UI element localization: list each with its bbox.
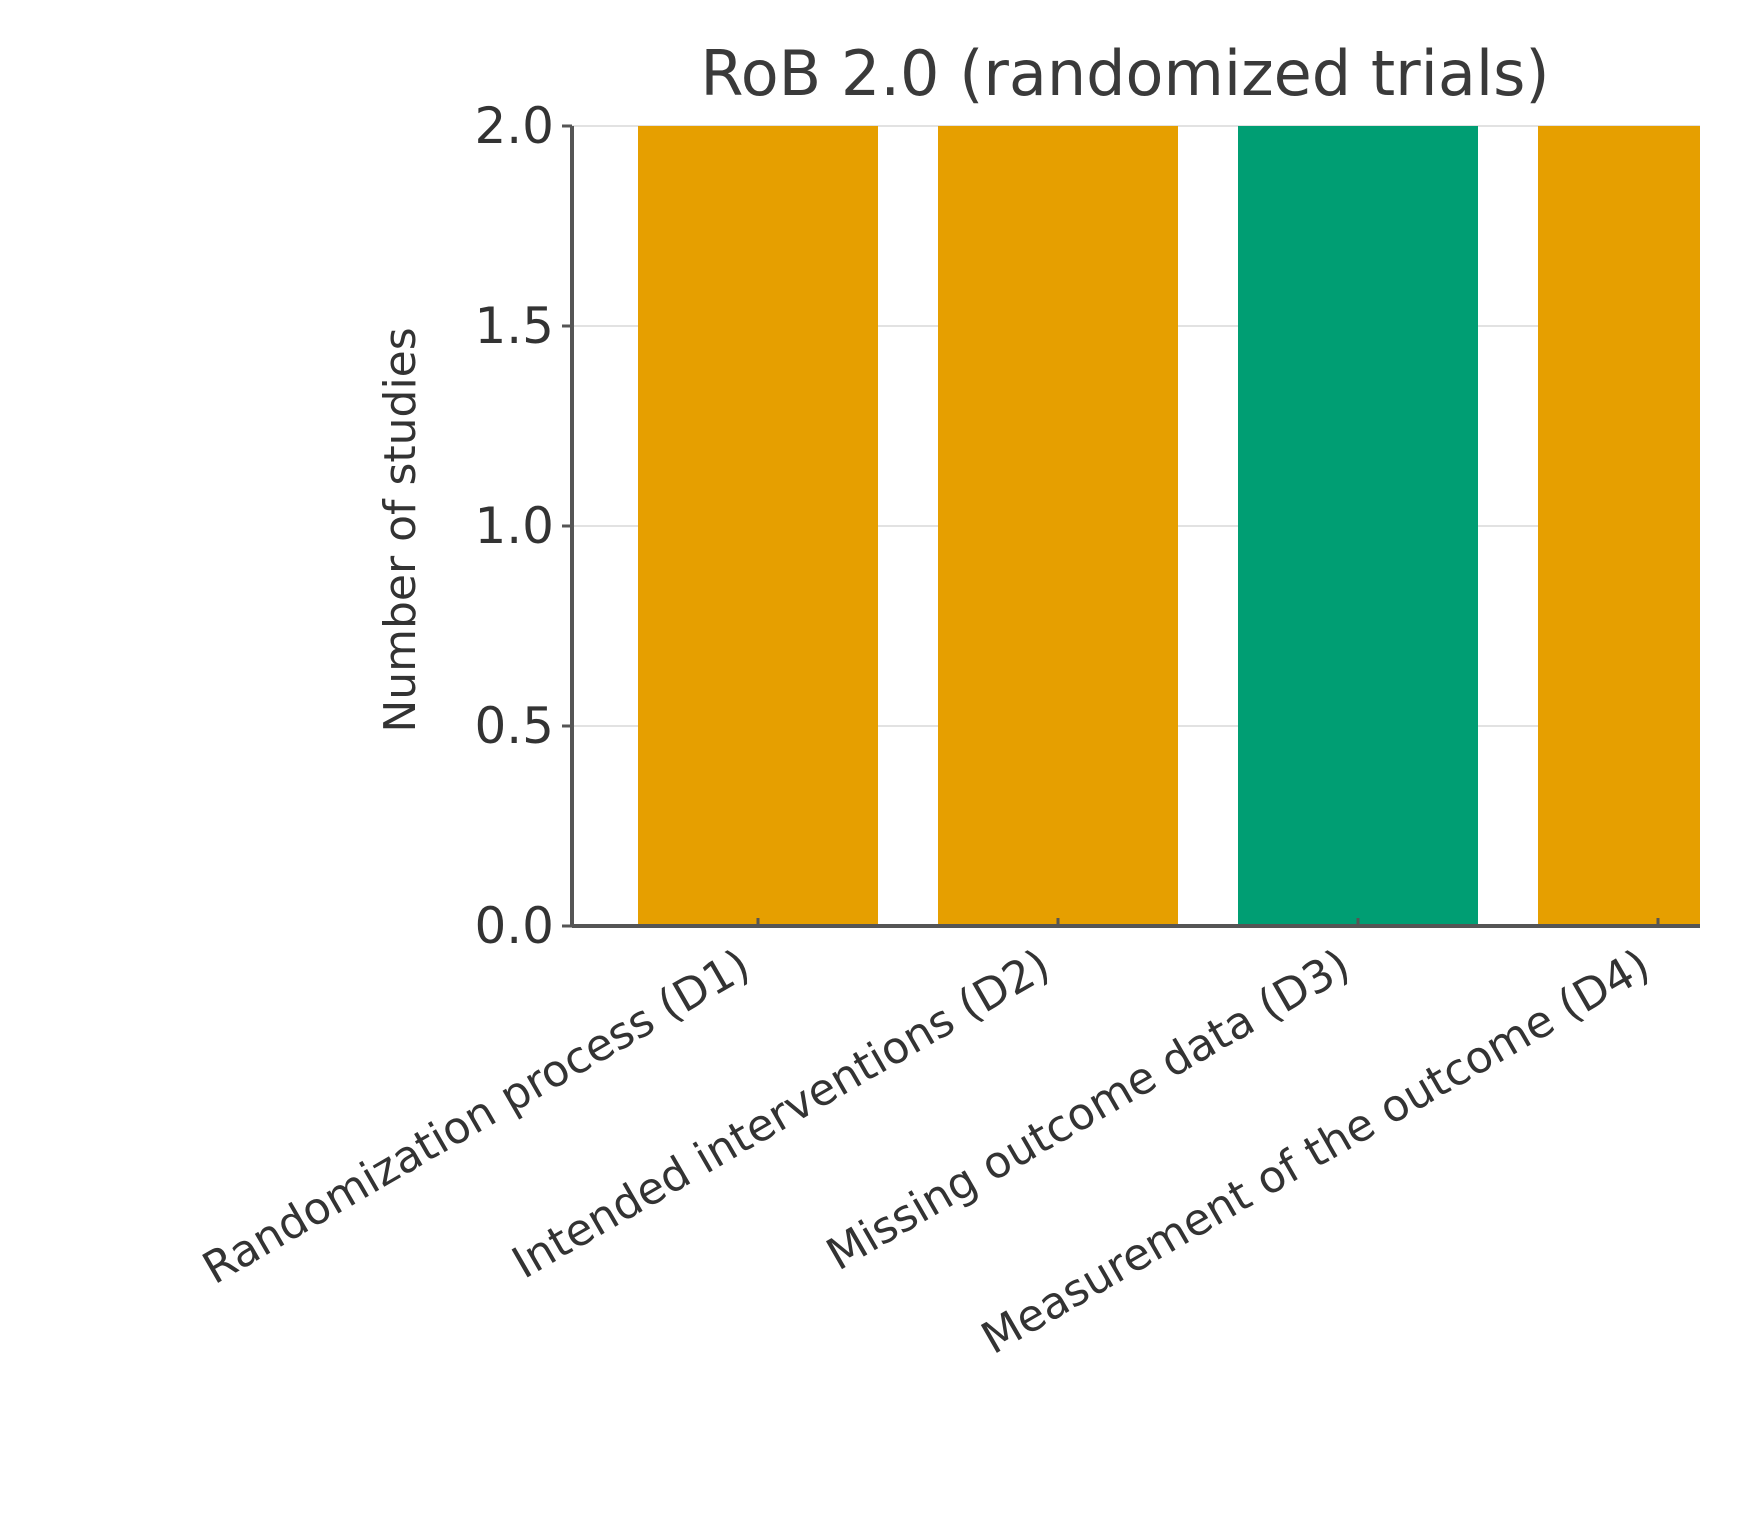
x-tick-labels: Randomization process (D1)Intended inter… xyxy=(194,939,1658,1364)
bar xyxy=(638,126,878,926)
y-tick-label: 1.0 xyxy=(474,497,554,555)
bars xyxy=(638,126,1700,926)
y-tick-label: 0.0 xyxy=(474,897,554,955)
axes xyxy=(562,124,1700,928)
y-tick-label: 0.5 xyxy=(474,697,554,755)
x-tick-label: Randomization process (D1) xyxy=(194,939,758,1294)
bar xyxy=(938,126,1178,926)
y-axis-label: Number of studies xyxy=(375,327,426,732)
x-tick-label: Intended interventions (D2) xyxy=(504,939,1059,1289)
y-tick-label: 2.0 xyxy=(474,97,554,155)
x-tick-label: Missing outcome data (D3) xyxy=(818,939,1358,1280)
bar xyxy=(1538,126,1700,926)
chart-title: RoB 2.0 (randomized trials) xyxy=(700,37,1549,110)
y-tick-labels: 0.0 0.5 1.0 1.5 2.0 xyxy=(474,97,554,955)
y-tick-label: 1.5 xyxy=(474,297,554,355)
bar xyxy=(1238,126,1478,926)
